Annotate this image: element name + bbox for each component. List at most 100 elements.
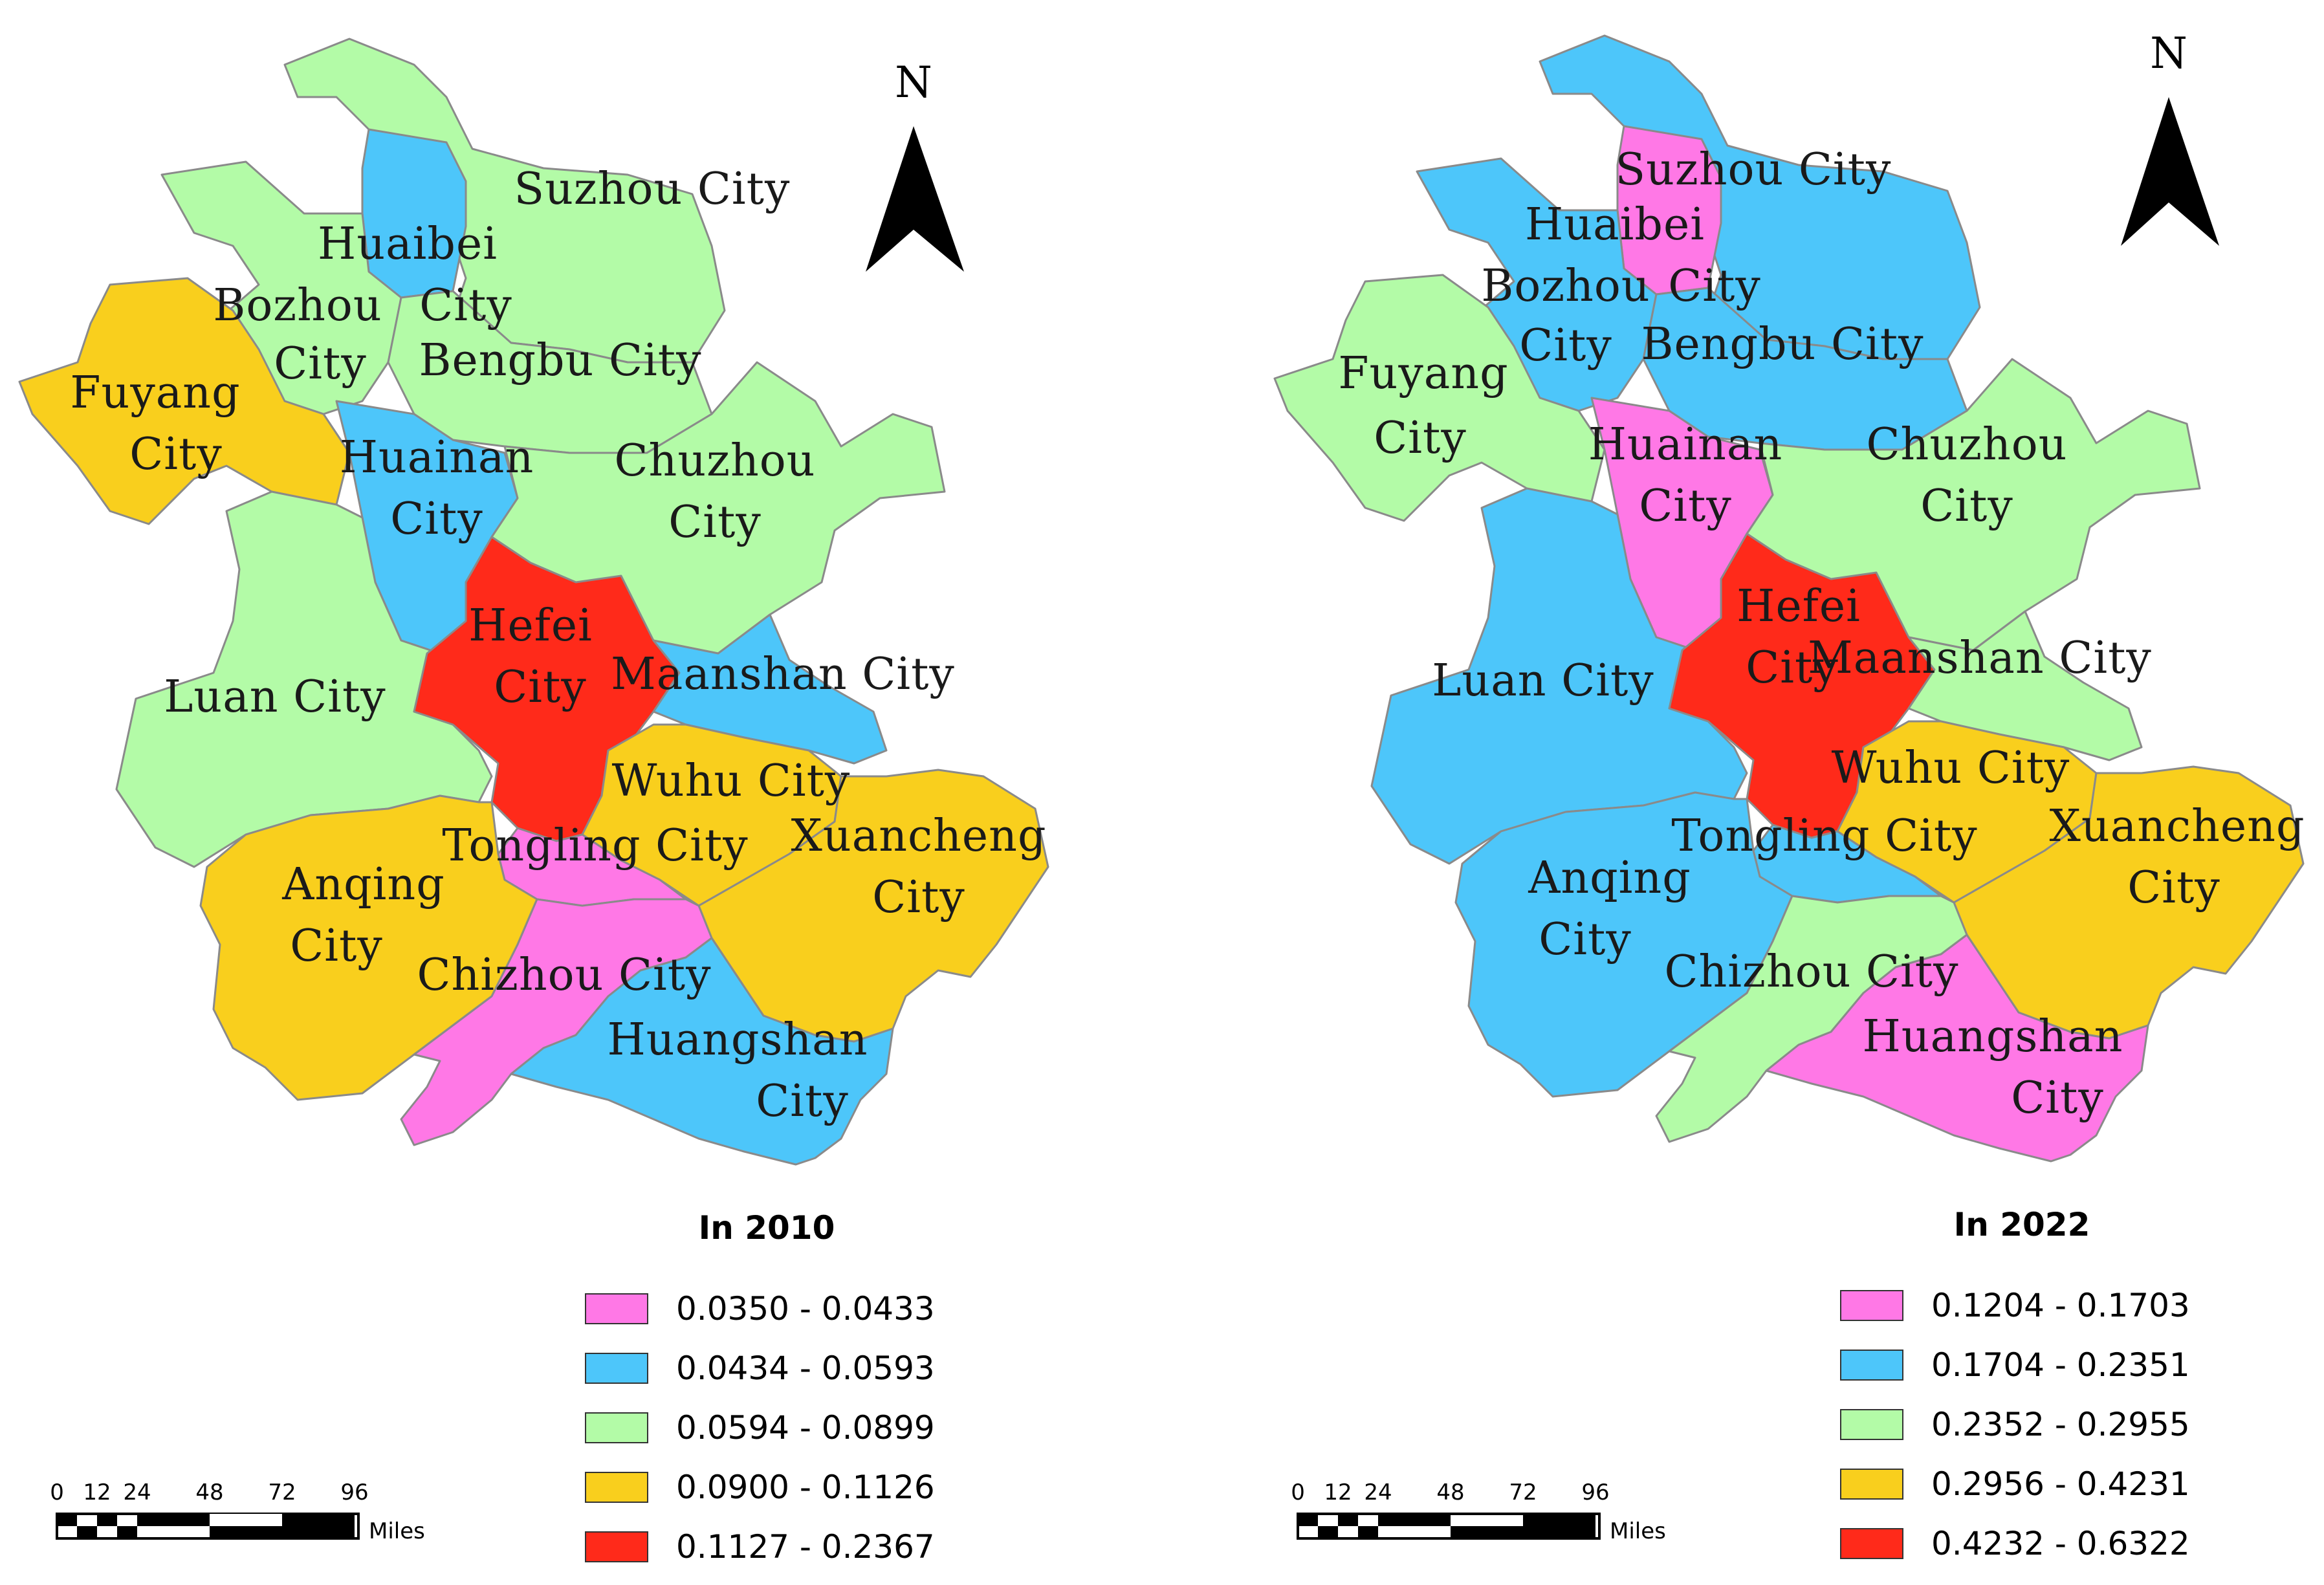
label-hefei-line2: City xyxy=(1746,642,1839,694)
map-2010-labels: Suzhou City Huaibei Bozhou City City Ben… xyxy=(70,164,1046,1127)
legend-swatch xyxy=(585,1293,648,1324)
legend-label: 0.0434 - 0.0593 xyxy=(676,1350,935,1387)
label-huaibei-line2: City xyxy=(1668,261,1761,312)
label-wuhu: Wuhu City xyxy=(612,756,851,807)
label-chuzhou-line2: City xyxy=(668,497,762,548)
label-xuancheng-line1: Xuancheng xyxy=(791,811,1047,862)
label-anqing-line2: City xyxy=(290,921,383,972)
legend-label: 0.2956 - 0.4231 xyxy=(1931,1465,2190,1503)
label-huangshan-line1: Huangshan xyxy=(608,1014,868,1066)
scale-tick-label: 24 xyxy=(1364,1480,1392,1505)
label-huaibei-line1: Huaibei xyxy=(318,219,498,270)
legend-item: 0.1204 - 0.1703 xyxy=(1840,1287,2190,1324)
north-label: N xyxy=(895,58,932,107)
legend-swatch xyxy=(585,1412,648,1443)
label-wuhu: Wuhu City xyxy=(1832,743,2070,794)
region-fuyang xyxy=(1273,274,1606,522)
legend-item: 0.0594 - 0.0899 xyxy=(585,1409,935,1447)
region-huangshan xyxy=(510,937,894,1166)
label-chizhou: Chizhou City xyxy=(1664,946,1958,998)
label-chizhou: Chizhou City xyxy=(417,950,711,1001)
label-bozhou-line1: Bozhou xyxy=(1481,261,1650,312)
legend-swatch xyxy=(585,1531,648,1562)
scale-unit: Miles xyxy=(369,1518,425,1544)
legend-item: 0.4232 - 0.6322 xyxy=(1840,1525,2190,1562)
legend-label: 0.0900 - 0.1126 xyxy=(676,1469,935,1506)
label-huaibei-line1: Huaibei xyxy=(1525,199,1705,250)
legend-swatch xyxy=(1840,1350,1903,1381)
legend-label: 0.1127 - 0.2367 xyxy=(676,1528,935,1566)
scale-bar-2010: 0 12 24 48 72 96 Miles xyxy=(50,1480,425,1544)
legend-swatch xyxy=(585,1472,648,1503)
label-hefei-line2: City xyxy=(494,662,587,713)
scale-tick-label: 96 xyxy=(340,1480,368,1505)
map-2010-regions xyxy=(18,38,1049,1166)
legend-swatch xyxy=(1840,1469,1903,1500)
label-bozhou-line2: City xyxy=(274,338,367,389)
label-tongling: Tongling City xyxy=(442,820,748,871)
region-maanshan xyxy=(652,613,888,765)
legend-item: 0.1127 - 0.2367 xyxy=(585,1528,935,1566)
scale-tick-label: 0 xyxy=(1291,1480,1305,1505)
label-fuyang-line2: City xyxy=(1374,413,1467,464)
scale-bar-2022: 0 12 24 48 72 96 Miles xyxy=(1291,1480,1666,1544)
label-hefei-line1: Hefei xyxy=(1737,581,1861,632)
region-huaibei xyxy=(361,128,467,299)
map-2022-regions xyxy=(1273,34,2305,1163)
legend-item: 0.0434 - 0.0593 xyxy=(585,1350,935,1387)
label-anqing-line1: Anqing xyxy=(1528,853,1691,904)
label-chuzhou-line1: Chuzhou xyxy=(615,435,816,486)
north-label: N xyxy=(2150,28,2187,78)
legend-item: 0.0900 - 0.1126 xyxy=(585,1469,935,1506)
legend-label: 0.1704 - 0.2351 xyxy=(1931,1346,2190,1384)
scale-bar xyxy=(56,1513,360,1540)
legend-swatch xyxy=(1840,1290,1903,1321)
legend-label: 0.4232 - 0.6322 xyxy=(1931,1525,2190,1562)
label-suzhou: Suzhou City xyxy=(514,164,791,215)
label-bozhou-line2: City xyxy=(1519,320,1612,371)
label-huainan-line1: Huainan xyxy=(340,432,534,483)
label-xuancheng-line1: Xuancheng xyxy=(2050,801,2305,852)
scale-tick-label: 12 xyxy=(83,1480,111,1505)
label-huangshan-line1: Huangshan xyxy=(1863,1011,2123,1062)
label-huainan-line2: City xyxy=(390,494,483,545)
scale-tick-label: 12 xyxy=(1324,1480,1352,1505)
label-bengbu: Bengbu City xyxy=(419,335,701,386)
scale-tick-label: 96 xyxy=(1581,1480,1609,1505)
legend-item: 0.2956 - 0.4231 xyxy=(1840,1465,2190,1503)
label-huangshan-line2: City xyxy=(756,1076,849,1127)
label-bozhou-line1: Bozhou xyxy=(213,280,382,331)
region-fuyang xyxy=(18,277,351,525)
scale-tick-label: 72 xyxy=(268,1480,296,1505)
label-anqing-line1: Anqing xyxy=(281,859,445,910)
scale-bar xyxy=(1297,1513,1601,1540)
label-luan: Luan City xyxy=(1432,655,1654,706)
label-huangshan-line2: City xyxy=(2011,1073,2104,1124)
map-2010: Suzhou City Huaibei Bozhou City City Ben… xyxy=(18,38,1049,1566)
legend-2022: In 2022 0.1204 - 0.1703 0.1704 - 0.2351 … xyxy=(1840,1206,2190,1562)
legend-item: 0.0350 - 0.0433 xyxy=(585,1290,935,1328)
scale-unit: Miles xyxy=(1610,1518,1666,1544)
label-bengbu: Bengbu City xyxy=(1641,319,1924,370)
north-arrow: N xyxy=(866,58,964,272)
label-xuancheng-line2: City xyxy=(872,872,965,923)
legend-swatch xyxy=(1840,1528,1903,1559)
map-2022-labels: Suzhou City Huaibei Bozhou City City Ben… xyxy=(1338,144,2305,1124)
scale-tick-label: 72 xyxy=(1509,1480,1537,1505)
legend-label: 0.1204 - 0.1703 xyxy=(1931,1287,2190,1324)
scale-tick-label: 0 xyxy=(50,1480,64,1505)
label-chuzhou-line2: City xyxy=(1920,481,2013,532)
label-suzhou: Suzhou City xyxy=(1616,144,1892,195)
legend-label: 0.0350 - 0.0433 xyxy=(676,1290,935,1328)
label-huaibei-line2: City xyxy=(419,280,512,331)
scale-tick-label: 24 xyxy=(123,1480,151,1505)
legend-title: In 2022 xyxy=(1954,1206,2090,1243)
legend-item: 0.1704 - 0.2351 xyxy=(1840,1346,2190,1384)
region-maanshan xyxy=(1907,610,2143,761)
label-fuyang-line1: Fuyang xyxy=(1338,348,1508,399)
label-huainan-line1: Huainan xyxy=(1588,419,1783,470)
legend-label: 0.2352 - 0.2955 xyxy=(1931,1406,2190,1443)
label-anqing-line2: City xyxy=(1539,914,1632,965)
label-fuyang-line2: City xyxy=(129,429,223,480)
